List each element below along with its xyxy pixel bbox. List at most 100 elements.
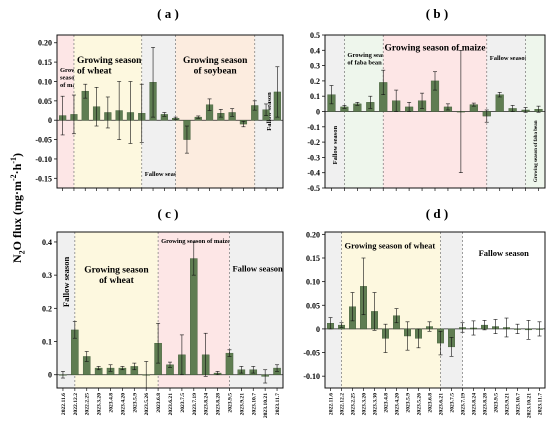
- plot-frame: [56, 34, 284, 189]
- x-tick-label: 2023.10.21: [527, 393, 533, 418]
- season-label: of soybean: [194, 66, 238, 76]
- panel-title: ( d ): [426, 206, 448, 221]
- x-tick-label: 2023.7.5: [180, 393, 186, 413]
- x-tick-label: 2023.10.7: [516, 393, 522, 416]
- season-label: Growing season of maize: [385, 44, 486, 54]
- x-tick-label: 2023.8.28: [483, 393, 489, 416]
- y-tick-label: -0.1: [307, 123, 320, 132]
- y-tick-label: -0.15: [35, 174, 52, 183]
- bar: [190, 258, 198, 375]
- x-tick-label: 2023.2.25: [351, 393, 357, 416]
- y-tick-label: 0.3: [42, 271, 52, 280]
- season-label: Growing season: [84, 266, 149, 276]
- y-tick-label: 0: [316, 108, 320, 117]
- x-tick-label: 2023.7.19: [192, 393, 198, 416]
- season-band: [57, 35, 74, 188]
- x-tick-label: 2023.7.5: [450, 393, 456, 413]
- panel-title: ( a ): [157, 6, 179, 21]
- x-tick-label: 2023.4.20: [120, 393, 126, 416]
- season-band: [462, 232, 545, 388]
- panel-title: ( c ): [158, 206, 179, 221]
- season-label: Fallow season: [479, 248, 530, 258]
- x-tick-label: 2023.8.24: [204, 393, 210, 416]
- y-tick-label: 0: [316, 325, 320, 334]
- y-tick-label: -0.05: [35, 136, 52, 145]
- y-tick-label: 0.05: [306, 301, 320, 310]
- x-tick-label: 2023.4.8: [384, 393, 390, 413]
- y-tick-label: -0.5: [307, 184, 320, 193]
- season-band: [57, 232, 75, 388]
- season-label: of faba bean: [347, 59, 382, 66]
- x-tick-label: 2023.5.26: [417, 393, 423, 416]
- y-tick-label: 0.1: [42, 338, 52, 347]
- y-tick-label: 0.1: [310, 92, 320, 101]
- season-band: [341, 232, 441, 388]
- y-tick-label: 0.05: [38, 97, 52, 106]
- x-tick-label: 2023.8.28: [216, 393, 222, 416]
- x-tick-label: 2023.9.21: [239, 393, 245, 416]
- season-label: Growing season of faba bean: [534, 120, 539, 182]
- y-tick-label: 0.2: [42, 304, 52, 313]
- x-tick-label: 2023.3.20: [362, 393, 368, 416]
- season-label: Growing season: [347, 52, 392, 59]
- season-label: Growing season of wheat: [345, 240, 436, 250]
- season-band: [440, 232, 463, 388]
- y-tick-label: 0.3: [310, 62, 320, 71]
- y-tick-label: -0.4: [307, 169, 320, 178]
- panel-title: ( b ): [426, 6, 448, 21]
- plot-frame: [324, 231, 546, 389]
- chart-panel-4: ( d ) Growing season of wheat Fallow seaso…: [303, 206, 546, 418]
- y-tick-label: 0.4: [310, 46, 320, 55]
- y-tick-label: 0.5: [310, 31, 320, 40]
- x-tick-label: 2023.3.20: [97, 393, 103, 416]
- y-tick-label: 0.15: [306, 254, 320, 263]
- x-tick-label: 2023.6.21: [439, 393, 445, 416]
- x-tick-label: 2023.10.7: [251, 393, 257, 416]
- season-label: Growing: [60, 67, 85, 74]
- season-label: of wheat: [99, 276, 134, 286]
- y-tick-label: -0.3: [307, 153, 320, 162]
- season-label: of maize: [60, 82, 83, 89]
- x-tick-label: 2023.4.20: [395, 393, 401, 416]
- season-label: Fallow season: [61, 257, 71, 308]
- season-band: [141, 35, 176, 188]
- x-tick-label: 2023.11.7: [275, 393, 281, 415]
- season-label: Fallow season: [490, 55, 529, 62]
- x-tick-label: 2023.5.9: [406, 393, 412, 413]
- x-tick-label: 2022.11.6: [329, 393, 335, 415]
- y-tick-label: -0.2: [307, 138, 320, 147]
- x-tick-label: 2023.11.7: [538, 393, 544, 415]
- x-tick-label: 2023.6.21: [168, 393, 174, 416]
- x-tick-label: 2023.4.8: [109, 393, 115, 413]
- x-tick-label: 2023.6.8: [156, 393, 162, 413]
- season-band: [229, 232, 283, 388]
- y-tick-label: 0.10: [38, 77, 52, 86]
- season-label: Fallow season: [266, 92, 273, 131]
- y-tick-label: 0.2: [310, 77, 320, 86]
- season-label: Fallow season: [145, 171, 184, 178]
- x-tick-label: 2023.3.30: [373, 393, 379, 416]
- season-band: [325, 232, 342, 388]
- y-tick-label: 0.15: [38, 58, 52, 67]
- y-tick-label: 0: [48, 116, 52, 125]
- x-tick-label: 2022.12.2: [340, 393, 346, 416]
- season-label: Fallow season: [232, 264, 283, 274]
- x-tick-label: 2022.2.25: [85, 393, 91, 416]
- x-tick-label: 2023.9.5: [494, 393, 500, 413]
- y-tick-label: 0.20: [38, 39, 52, 48]
- x-tick-label: 2023.8.24: [472, 393, 478, 416]
- x-tick-label: 2023.7.19: [461, 393, 467, 416]
- season-label: season: [60, 75, 78, 82]
- y-tick-label: 0.10: [306, 278, 320, 287]
- y-tick-label: -0.10: [303, 372, 320, 381]
- y-tick-label: 0: [48, 371, 52, 380]
- x-tick-label: 2022.12.2: [73, 393, 79, 416]
- x-tick-label: 2022.11.6: [61, 393, 67, 415]
- season-label: Growing season: [183, 56, 248, 66]
- y-tick-label: 0.4: [42, 238, 52, 247]
- season-label: of wheat: [77, 66, 112, 76]
